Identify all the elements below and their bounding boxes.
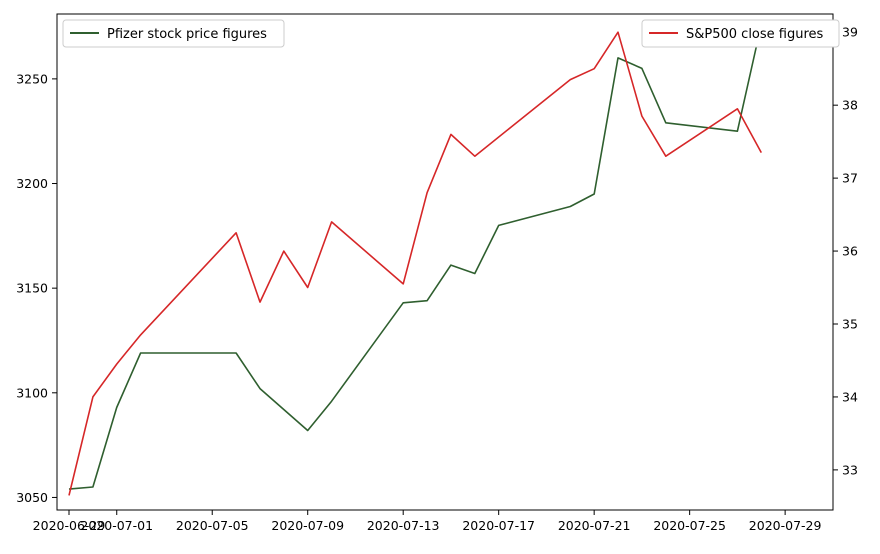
legend-left-label: Pfizer stock price figures (107, 27, 267, 42)
y-left-tick-label: 3200 (16, 176, 48, 191)
sp500-series-line (68, 31, 763, 496)
y-right-tick-label: 34 (842, 389, 858, 404)
x-tick-label: 2020-07-29 (749, 518, 822, 533)
legend-right-box (641, 19, 840, 48)
left-y-axis: 3050 3100 3150 3200 3250 (16, 71, 57, 505)
x-tick-label: 2020-07-09 (271, 518, 344, 533)
series-layer (68, 24, 763, 496)
x-tick-label: 2020-07-17 (462, 518, 535, 533)
y-right-tick-label: 37 (842, 171, 858, 186)
legend-right-label: S&P500 close figures (686, 27, 824, 42)
x-tick-label: 2020-07-05 (176, 518, 249, 533)
x-tick-label: 2020-07-01 (80, 518, 153, 533)
y-right-tick-label: 38 (842, 98, 858, 113)
y-right-tick-label: 39 (842, 25, 858, 40)
x-tick-label: 2020-07-13 (367, 518, 440, 533)
y-left-tick-label: 3100 (16, 385, 48, 400)
legend-right: S&P500 close figures (641, 19, 840, 48)
y-right-tick-label: 35 (842, 317, 858, 332)
pfizer-series-line (68, 24, 763, 490)
y-left-tick-label: 3050 (16, 490, 48, 505)
x-tick-label: 2020-07-21 (558, 518, 631, 533)
legend-left-box (62, 19, 285, 48)
plot-area (56, 13, 834, 511)
x-tick-label: 2020-07-25 (653, 518, 726, 533)
y-left-tick-label: 3150 (16, 281, 48, 296)
y-right-tick-label: 33 (842, 462, 858, 477)
legend-left: Pfizer stock price figures (62, 19, 285, 48)
x-tick-label: 2020-06-29 (33, 518, 106, 533)
y-right-tick-label: 36 (842, 244, 858, 259)
y-left-tick-label: 3250 (16, 71, 48, 86)
right-y-axis: 33 34 35 36 37 38 39 (833, 25, 858, 477)
